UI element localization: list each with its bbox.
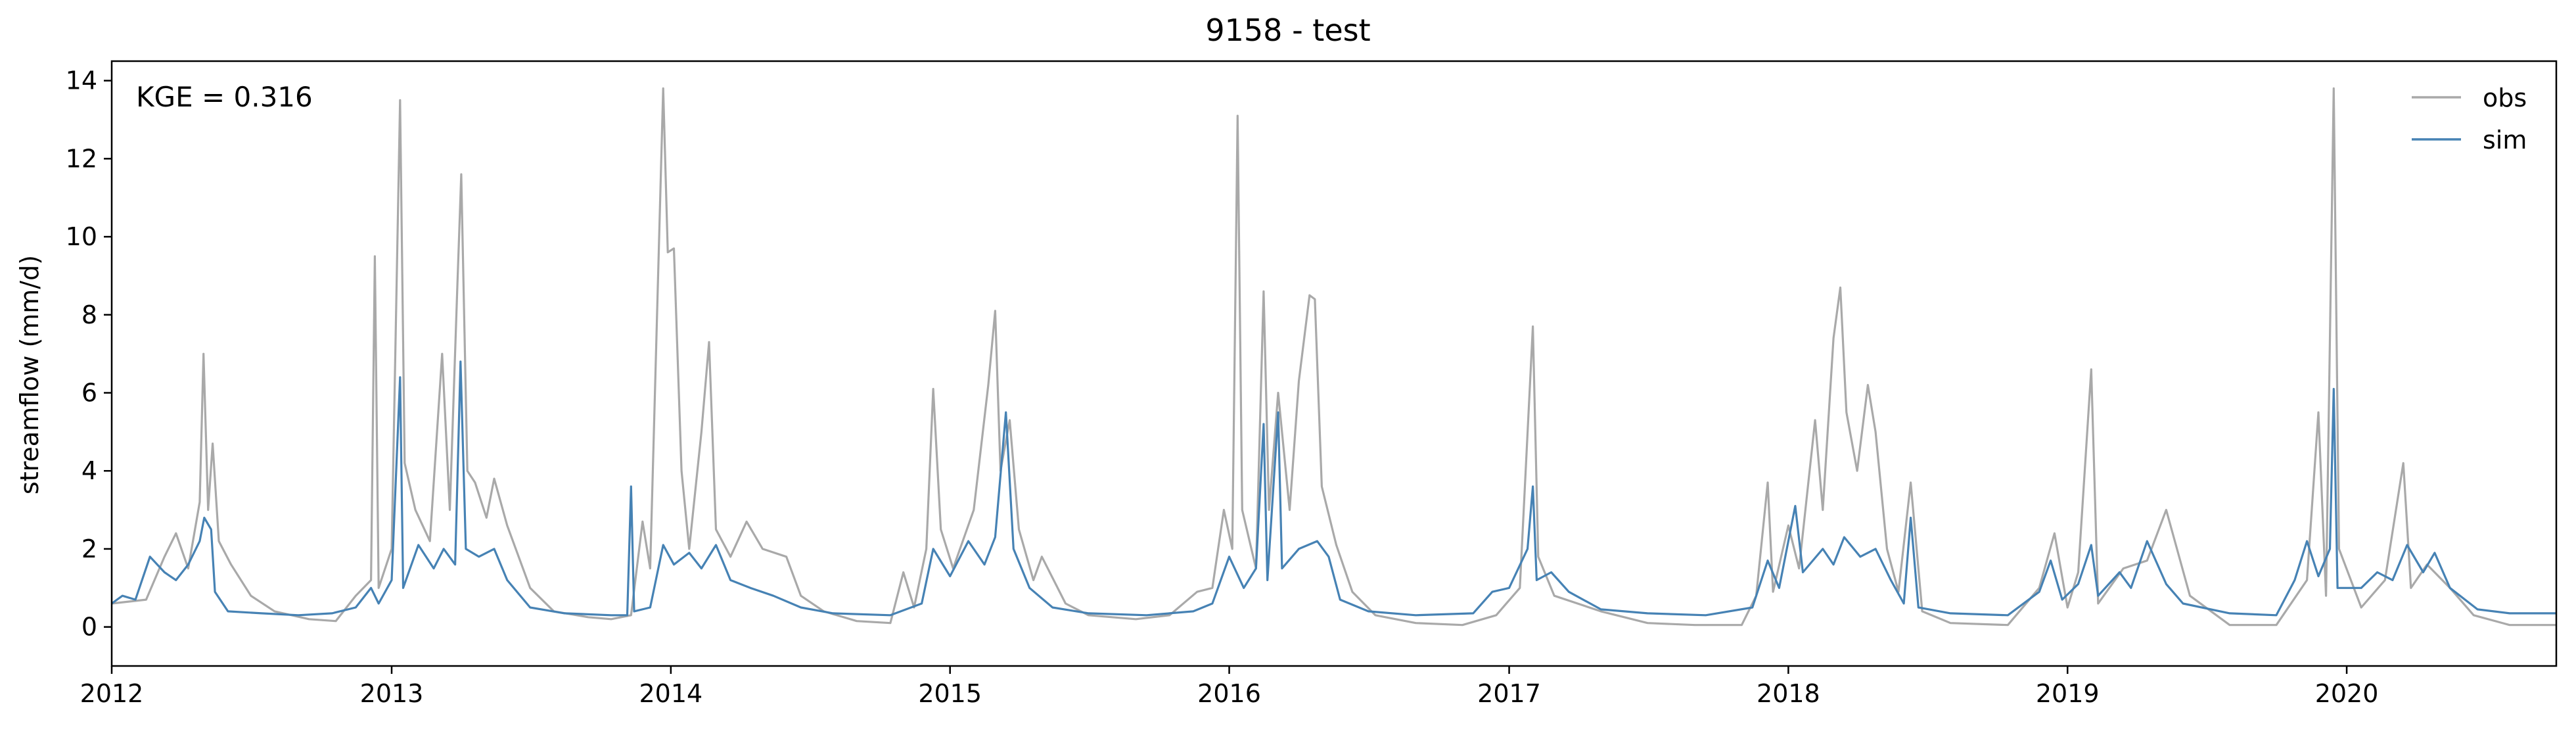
x-tick-label: 2013 — [360, 679, 424, 708]
x-tick-label: 2019 — [2036, 679, 2100, 708]
series-line-obs — [111, 87, 2556, 627]
y-tick-label: 6 — [81, 379, 97, 408]
x-tick-label: 2012 — [80, 679, 144, 708]
y-tick-label: 10 — [66, 222, 97, 251]
y-tick-label: 2 — [81, 534, 97, 563]
y-tick-label: 12 — [66, 144, 97, 173]
legend: obs sim — [2412, 83, 2527, 154]
x-tick-label: 2015 — [918, 679, 982, 708]
chart-title: 9158 - test — [1205, 12, 1370, 48]
plot-series — [111, 87, 2556, 627]
legend-sim-label: sim — [2483, 126, 2527, 154]
x-tick-label: 2016 — [1197, 679, 1261, 708]
plot-frame — [110, 60, 2558, 667]
y-tick-label: 0 — [81, 613, 97, 642]
x-tick-label: 2018 — [1757, 679, 1820, 708]
y-tick-label: 8 — [81, 300, 97, 329]
y-tick-label: 4 — [81, 456, 97, 485]
x-tick-label: 2014 — [639, 679, 702, 708]
kge-annotation: KGE = 0.316 — [136, 81, 313, 113]
x-tick-label: 2020 — [2315, 679, 2379, 708]
series-line-sim — [111, 360, 2556, 617]
y-axis: 0 2 4 6 8 10 12 14 — [66, 66, 112, 642]
y-axis-label: streamflow (mm/d) — [15, 255, 44, 494]
y-tick-label: 14 — [66, 66, 97, 95]
x-axis: 2012 2013 2014 2015 2016 2017 2018 2019 2020 — [80, 666, 2379, 708]
legend-obs-label: obs — [2483, 83, 2527, 112]
x-tick-label: 2017 — [1477, 679, 1541, 708]
